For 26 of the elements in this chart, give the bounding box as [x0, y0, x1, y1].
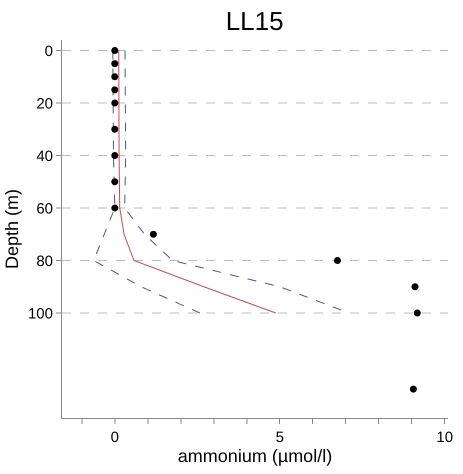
point — [111, 47, 118, 54]
point — [111, 60, 118, 68]
chart-title: LL15 — [226, 6, 284, 36]
x-tick-label: 0 — [110, 429, 119, 446]
point — [111, 152, 118, 159]
x-axis-title: ammonium (µmol/l) — [178, 446, 332, 466]
y-axis-title: Depth (m) — [2, 188, 22, 270]
point — [414, 310, 421, 316]
point — [111, 86, 118, 94]
point — [412, 283, 419, 290]
point — [111, 204, 118, 212]
point — [150, 230, 157, 238]
y-tick-label: 60 — [36, 200, 53, 218]
x-tick-label: 10 — [436, 429, 454, 446]
y-tick-label: 80 — [36, 252, 53, 270]
y-tick-label: 20 — [36, 95, 53, 112]
point — [111, 126, 118, 133]
y-tick-label: 100 — [28, 305, 53, 322]
y-tick-label: 40 — [36, 148, 53, 165]
point — [410, 386, 417, 393]
y-tick-label: 0 — [44, 42, 53, 60]
point — [111, 178, 118, 186]
point — [111, 100, 118, 106]
x-tick-label: 5 — [276, 429, 284, 446]
point — [334, 257, 341, 264]
point — [111, 73, 118, 80]
